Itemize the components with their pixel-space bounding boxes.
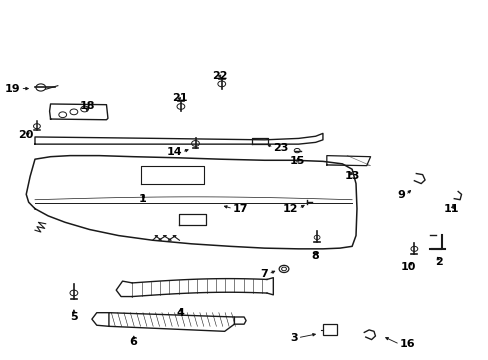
Text: 15: 15 (289, 156, 305, 166)
Text: 19: 19 (5, 84, 20, 94)
Text: 9: 9 (397, 190, 405, 200)
Text: 12: 12 (283, 204, 298, 214)
Text: 21: 21 (171, 93, 187, 103)
Text: 20: 20 (19, 130, 34, 140)
Text: 6: 6 (129, 337, 137, 347)
Bar (322, 324, 336, 335)
Text: 17: 17 (232, 204, 248, 214)
Text: 3: 3 (289, 333, 297, 343)
Text: 2: 2 (434, 257, 442, 267)
Text: 13: 13 (344, 171, 359, 181)
Text: 22: 22 (212, 71, 227, 81)
Text: 23: 23 (273, 143, 288, 153)
Text: 16: 16 (399, 339, 415, 349)
Text: 18: 18 (79, 102, 95, 112)
Text: 10: 10 (400, 262, 415, 272)
Text: 14: 14 (166, 147, 182, 157)
Text: 11: 11 (443, 204, 459, 215)
Text: 8: 8 (311, 251, 319, 261)
Text: 1: 1 (139, 194, 146, 204)
Text: 7: 7 (260, 269, 268, 279)
Text: 4: 4 (177, 309, 184, 318)
Text: 5: 5 (70, 312, 78, 322)
